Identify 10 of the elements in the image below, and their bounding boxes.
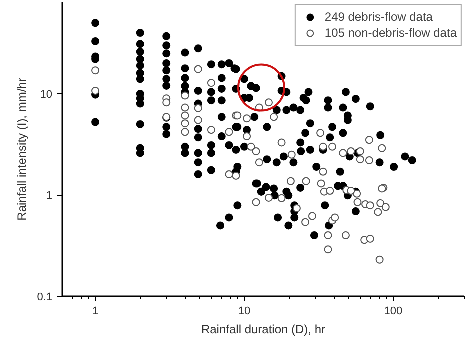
legend-label: 249 debris-flow data	[324, 9, 433, 25]
x-tick-label: 1	[92, 306, 99, 318]
x-axis-title: Rainfall duration (D), hr	[201, 322, 326, 336]
y-tick-label: 0.1	[37, 292, 53, 304]
x-tick-label: 100	[384, 306, 403, 318]
legend-label: 105 non-debris-flow data	[324, 25, 457, 41]
y-tick-label: 10	[40, 88, 53, 101]
y-axis-title: Rainfall intensity (I), mm/hr	[15, 78, 30, 221]
y-tick-label: 1	[46, 190, 53, 202]
x-tick-label: 10	[238, 306, 251, 318]
